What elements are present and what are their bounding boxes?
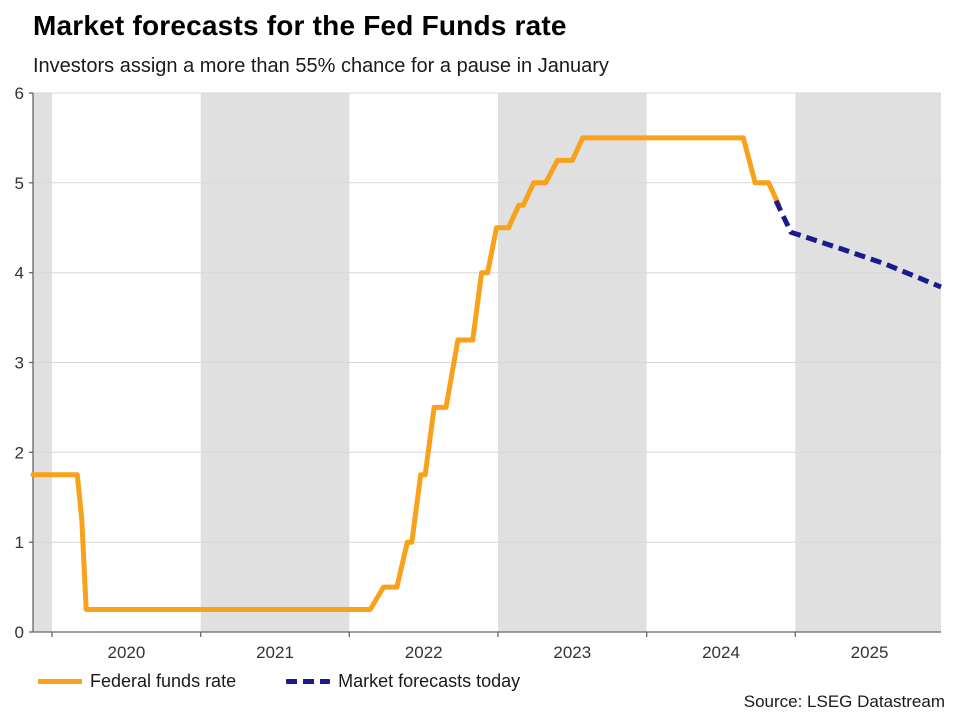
y-axis-label: 4 (15, 264, 24, 283)
x-axis-label: 2020 (107, 643, 145, 662)
x-axis-label: 2023 (553, 643, 591, 662)
y-axis-label: 2 (15, 443, 24, 462)
chart-title: Market forecasts for the Fed Funds rate (33, 10, 567, 41)
legend-dashed-line-icon (286, 678, 331, 684)
source-attribution: Source: LSEG Datastream (743, 692, 945, 711)
legend-label-market-forecasts: Market forecasts today (338, 670, 521, 691)
legend-item-federal-funds-rate: Federal funds rate (38, 671, 236, 692)
y-axis-label: 1 (15, 533, 24, 552)
y-axis-label: 6 (15, 84, 24, 103)
legend-solid-line-icon (38, 678, 82, 684)
y-axis-label: 5 (15, 174, 24, 193)
chart-subtitle: Investors assign a more than 55% chance … (33, 55, 609, 77)
chart-legend: Federal funds rate Market forecasts toda… (38, 668, 520, 694)
y-axis-label: 3 (15, 354, 24, 373)
x-axis-label: 2025 (851, 643, 889, 662)
x-axis-label: 2024 (702, 643, 740, 662)
x-axis-label: 2021 (256, 643, 294, 662)
y-axis-label: 0 (15, 623, 24, 642)
legend-label-federal-funds-rate: Federal funds rate (90, 670, 237, 691)
legend-item-market-forecasts: Market forecasts today (286, 671, 520, 692)
series-federal-funds-rate (30, 135, 782, 612)
x-axis-label: 2022 (405, 643, 443, 662)
series-market-forecasts (773, 199, 942, 290)
